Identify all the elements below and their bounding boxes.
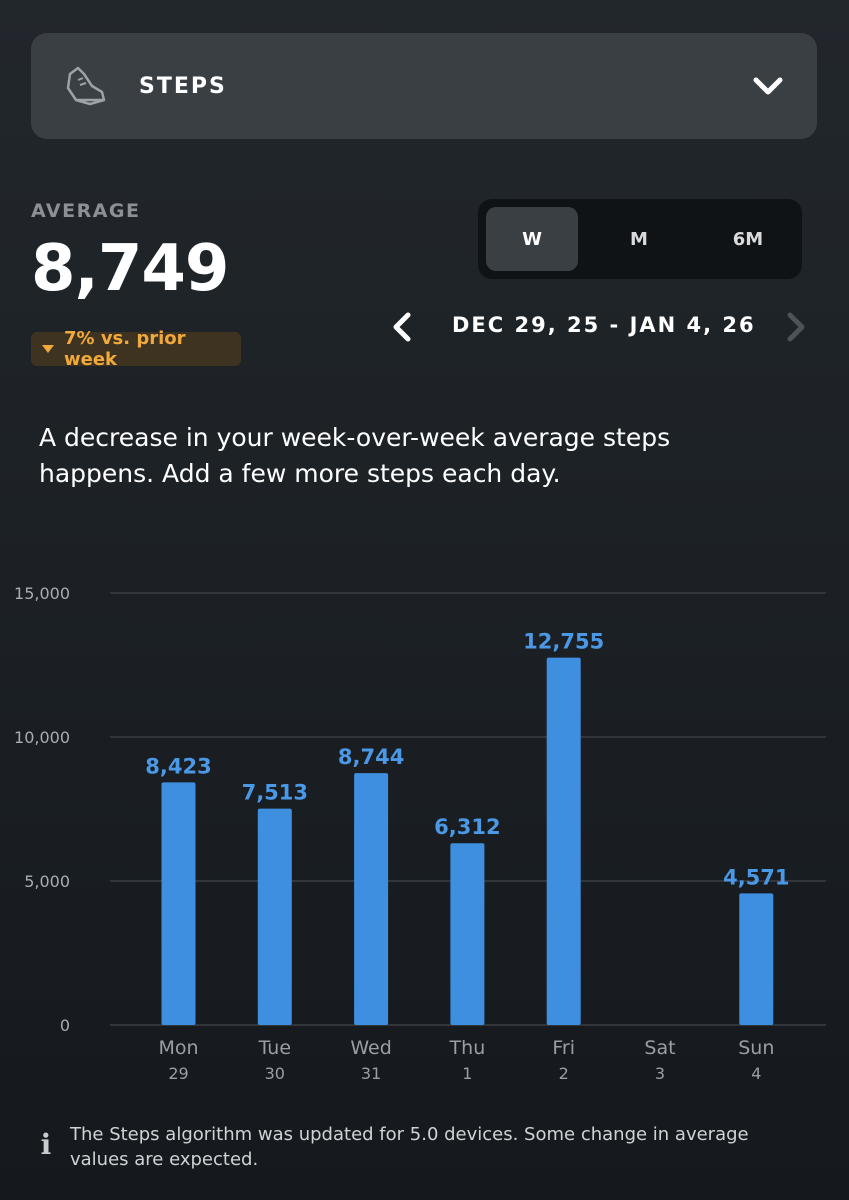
chevron-left-icon[interactable] (388, 311, 416, 343)
chevron-right-icon[interactable] (782, 311, 810, 343)
x-date-label: 1 (462, 1064, 472, 1083)
average-value: 8,749 (31, 232, 229, 306)
x-date-label: 30 (265, 1064, 285, 1083)
x-date-label: 3 (655, 1064, 665, 1083)
range-option-week[interactable]: W (486, 207, 578, 271)
y-tick-label: 5,000 (24, 872, 70, 891)
metric-selector[interactable] (31, 33, 817, 139)
x-tick-label: Wed (350, 1037, 391, 1059)
chevron-down-icon[interactable] (752, 74, 784, 98)
x-tick-label: Tue (258, 1037, 291, 1059)
x-date-label: 4 (751, 1064, 761, 1083)
y-tick-label: 15,000 (14, 584, 70, 603)
change-text: 7% vs. prior week (64, 328, 186, 370)
x-tick-label: Sun (738, 1037, 774, 1059)
steps-bar-chart: 0 5,000 10,000 15,000 8,423 Mon 29 7,513 Tue 30 8,… (14, 584, 826, 1083)
info-icon: i (40, 1128, 52, 1161)
y-tick-label: 10,000 (14, 728, 70, 747)
footnote-text: The Steps algorithm was updated for 5.0 … (70, 1124, 749, 1170)
y-tick-label: 0 (60, 1016, 70, 1035)
x-tick-label: Thu (449, 1037, 486, 1059)
x-tick-label: Sat (644, 1037, 675, 1059)
range-option-6-months[interactable]: 6M (732, 228, 764, 250)
triangle-down-icon (42, 345, 54, 353)
x-tick-label: Fri (552, 1037, 575, 1059)
x-date-label: 29 (168, 1064, 188, 1083)
range-selector: W M 6M (478, 199, 802, 279)
range-option-month[interactable]: M (630, 228, 648, 250)
bar-value-label: 4,571 (723, 865, 789, 889)
bar (161, 782, 196, 1025)
bar (739, 893, 774, 1025)
bar (354, 773, 389, 1025)
x-tick-label: Mon (158, 1037, 198, 1059)
bar-value-label: 7,513 (242, 781, 308, 805)
change-badge: 7% vs. prior week (31, 328, 241, 370)
bar (450, 843, 485, 1025)
bar-value-label: 8,744 (338, 745, 404, 769)
bar-value-label: 6,312 (434, 815, 500, 839)
metric-title: STEPS (139, 74, 227, 99)
bar (546, 657, 581, 1025)
bar-value-label: 12,755 (523, 630, 604, 654)
shoe-icon (66, 66, 106, 106)
x-date-label: 2 (559, 1064, 569, 1083)
bar-value-label: 8,423 (145, 754, 211, 778)
insight-text: A decrease in your week-over-week averag… (39, 423, 671, 488)
average-label: AVERAGE (31, 200, 141, 222)
date-range: DEC 29, 25 - JAN 4, 26 (452, 313, 756, 337)
bar (257, 808, 292, 1025)
x-date-label: 31 (361, 1064, 381, 1083)
